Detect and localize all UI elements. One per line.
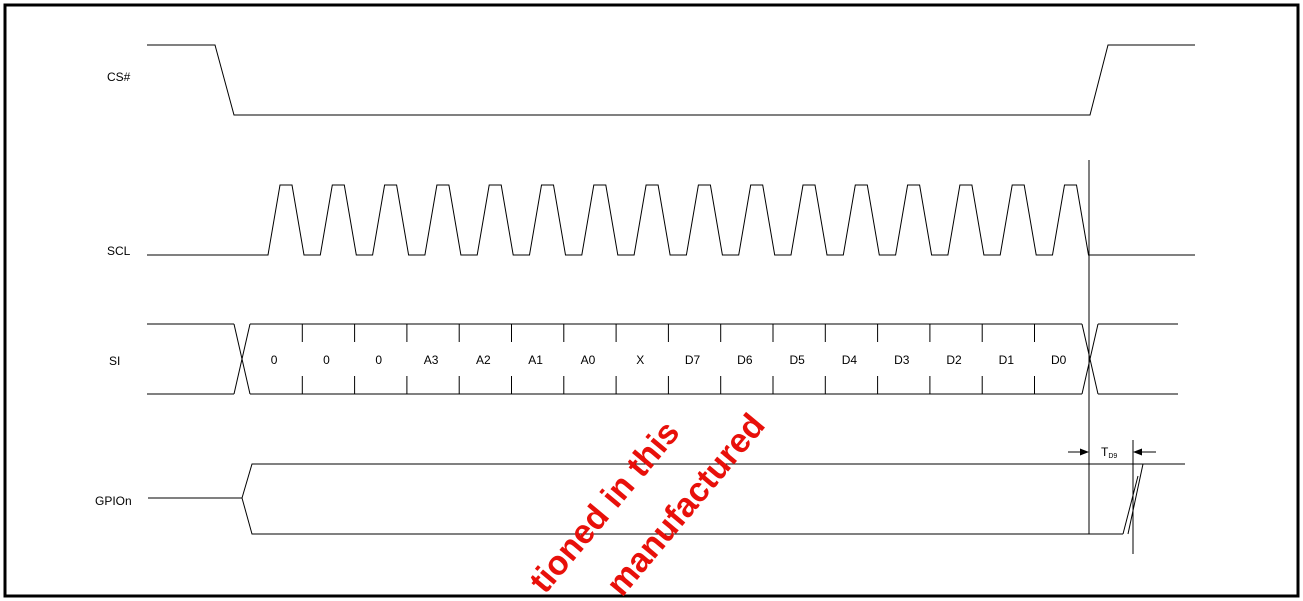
scl-waveform xyxy=(147,184,1195,256)
si-bit-label: 0 xyxy=(271,353,278,367)
td9-left-arrow xyxy=(1068,448,1089,456)
si-bit-label: D1 xyxy=(999,353,1015,367)
si-bit-label: X xyxy=(636,353,644,367)
si-bit-label: D0 xyxy=(1051,353,1067,367)
si-bit-label: D6 xyxy=(737,353,753,367)
si-waveform xyxy=(147,323,1178,395)
si-bit-label: D3 xyxy=(894,353,910,367)
si-bit-label: D5 xyxy=(789,353,805,367)
si-bit-label: A3 xyxy=(424,353,439,367)
td9-right-arrow xyxy=(1133,448,1156,456)
si-bit-label: A1 xyxy=(528,353,543,367)
td9-label: TD9 xyxy=(1101,445,1117,460)
gpio-label: GPIOn xyxy=(95,494,132,508)
gpio-waveform xyxy=(148,463,1185,535)
si-bit-label: D7 xyxy=(685,353,701,367)
si-bit-label: A2 xyxy=(476,353,491,367)
scl-label: SCL xyxy=(107,244,131,258)
si-bit-label: A0 xyxy=(581,353,596,367)
cs-label: CS# xyxy=(107,70,131,84)
si-bit-label: D2 xyxy=(946,353,962,367)
si-bit-label: 0 xyxy=(323,353,330,367)
si-bit-label: D4 xyxy=(842,353,858,367)
si-label: SI xyxy=(109,354,120,368)
diagram-frame xyxy=(3,3,1300,598)
si-bit-labels: 0 0 0 A3 A2 A1 A0 X D7 D6 D5 D4 D3 D2 D1 D0 xyxy=(271,353,1067,367)
si-bit-label: 0 xyxy=(375,353,382,367)
cs-waveform xyxy=(147,44,1195,116)
